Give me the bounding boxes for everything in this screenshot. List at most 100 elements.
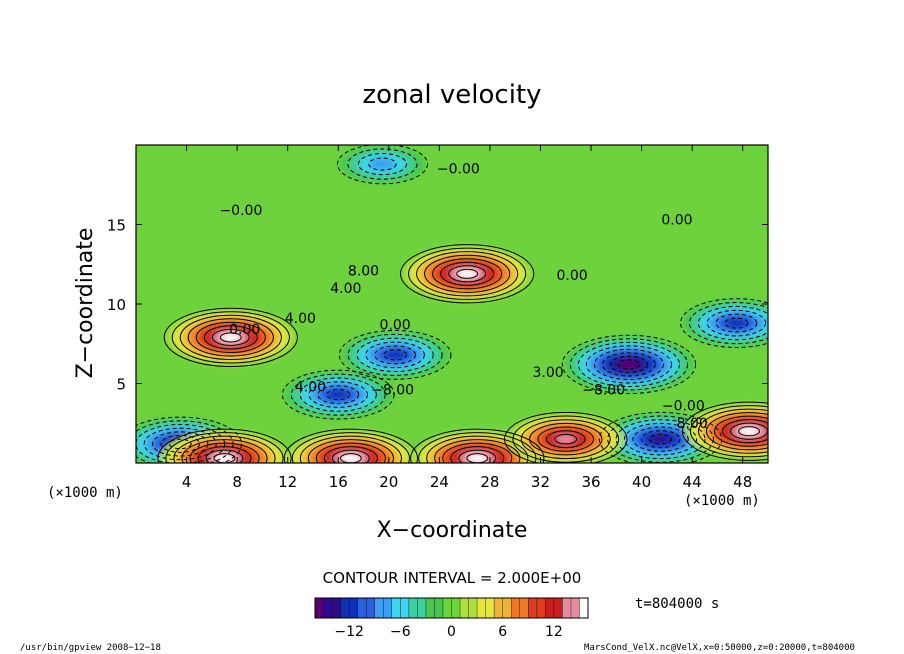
contour-13-6 <box>554 433 578 445</box>
colorbar-cell-11 <box>408 598 418 618</box>
contour-7-3 <box>623 422 698 456</box>
contour-10-0 <box>283 428 419 463</box>
colorbar-cell-3 <box>340 598 350 618</box>
contour-7-6 <box>649 433 672 445</box>
contour-3-0 <box>281 369 395 420</box>
contour-0-3 <box>187 318 274 357</box>
contour-12-4 <box>714 415 768 447</box>
contour-1-7 <box>456 268 479 279</box>
contour-1-0 <box>400 244 535 304</box>
colorbar-cell-31 <box>579 598 589 618</box>
contour-label-8: 0.00 <box>556 268 587 284</box>
colorbar-cell-20 <box>485 598 495 618</box>
contour-5-4 <box>715 313 758 333</box>
contour-10-5 <box>323 446 378 463</box>
contour-10-4 <box>315 442 386 463</box>
field-max-13-level-6 <box>555 434 577 444</box>
contour-1-3 <box>424 254 511 293</box>
contour-12-0 <box>681 401 768 461</box>
contour-12-3 <box>705 412 768 451</box>
colorbar-cell-17 <box>460 598 469 618</box>
contour-0-6 <box>211 328 250 346</box>
field-background <box>136 145 768 463</box>
contour-9-1 <box>165 432 284 463</box>
colorbar-cell-6 <box>366 598 376 618</box>
contour-label-4: 4.00 <box>330 281 361 297</box>
field-max-10-level-7 <box>340 453 361 463</box>
contour-6-4 <box>152 431 209 457</box>
contour-13-2 <box>520 419 611 460</box>
contour-8-3 <box>368 157 397 171</box>
contour-2-5 <box>383 349 408 361</box>
colorbar-cell-1 <box>323 598 333 618</box>
colorbar-cell-29 <box>562 598 572 618</box>
contour-5-0 <box>680 298 768 348</box>
contour-label-2: 0.00 <box>661 213 692 229</box>
contour-1-6 <box>448 265 487 283</box>
x-unit-left: (×1000 m) <box>47 485 123 501</box>
y-axis: 5 10 15 <box>107 217 768 394</box>
x-tick-label-40: 40 <box>632 473 651 491</box>
contour-label-12: −0.00 <box>662 399 705 415</box>
contour-5-2 <box>697 305 768 341</box>
colorbar-cell-30 <box>570 598 580 618</box>
contour-3-3 <box>308 381 368 408</box>
contour-10-3 <box>307 439 394 463</box>
contour-13-1 <box>512 415 620 463</box>
contour-1-4 <box>432 258 503 290</box>
contour-4-3 <box>585 345 673 384</box>
field-min-5-level-5 <box>725 318 748 328</box>
contour-0-4 <box>195 321 266 353</box>
colorbar-cell-15 <box>442 598 452 618</box>
x-axis-label: X−coordinate <box>377 518 528 543</box>
field-min-3-level-5 <box>327 389 350 400</box>
contour-0-7 <box>219 332 242 343</box>
contour-8-0 <box>336 145 428 185</box>
contour-4-2 <box>577 341 681 388</box>
x-tick-label-28: 28 <box>480 473 499 491</box>
contour-9-5 <box>197 446 252 463</box>
contour-2-2 <box>356 337 434 373</box>
contour-2-0 <box>338 329 452 380</box>
contour-13-3 <box>529 422 603 456</box>
contour-0-5 <box>203 325 258 350</box>
x-tick-label-32: 32 <box>531 473 550 491</box>
contour-0-1 <box>171 311 290 364</box>
contour-10-2 <box>299 435 402 463</box>
contour-4-5 <box>601 352 656 377</box>
field-max-9-level-7 <box>214 453 235 463</box>
contour-12-5 <box>722 419 768 444</box>
contour-10-1 <box>291 432 410 463</box>
y-tick-label-10: 10 <box>107 296 126 314</box>
contour-2-4 <box>374 345 417 365</box>
colorbar-cell-26 <box>536 598 546 618</box>
field-min-2-level-5 <box>384 350 407 360</box>
contour-9-3 <box>181 439 268 463</box>
contour-6-0 <box>136 416 242 463</box>
colorbar-cell-27 <box>545 598 555 618</box>
contour-13-5 <box>545 430 586 449</box>
x-tick-label-4: 4 <box>182 473 192 491</box>
x-tick-label-44: 44 <box>683 473 702 491</box>
field-max-12-level-7 <box>738 426 760 436</box>
colorbar-tick-12: 12 <box>545 624 563 640</box>
colorbar-frame <box>314 597 589 619</box>
contour-1-5 <box>440 261 495 286</box>
colorbar-cell-10 <box>400 598 410 618</box>
field-max-0-level-7 <box>220 332 241 342</box>
contour-7-5 <box>640 430 681 449</box>
colorbar-cell-24 <box>519 598 529 618</box>
contour-label-13: 8.00 <box>677 416 708 432</box>
contour-5-3 <box>706 309 767 337</box>
contour-3-1 <box>290 373 386 416</box>
contour-3-2 <box>299 377 377 412</box>
contour-label-7: 0.00 <box>380 317 411 333</box>
field-min-7-level-6 <box>650 434 672 444</box>
contour-7-2 <box>615 419 706 460</box>
x-tick-label-8: 8 <box>232 473 242 491</box>
contour-2-3 <box>365 341 425 369</box>
colorbar-cell-5 <box>357 598 367 618</box>
contour-3-5 <box>326 389 351 401</box>
contour-4-1 <box>569 338 689 391</box>
contour-labels: −0.00 −0.00 0.00 8.00 4.00 4.00 0.00 0.00 0.00 4.… <box>219 162 707 432</box>
